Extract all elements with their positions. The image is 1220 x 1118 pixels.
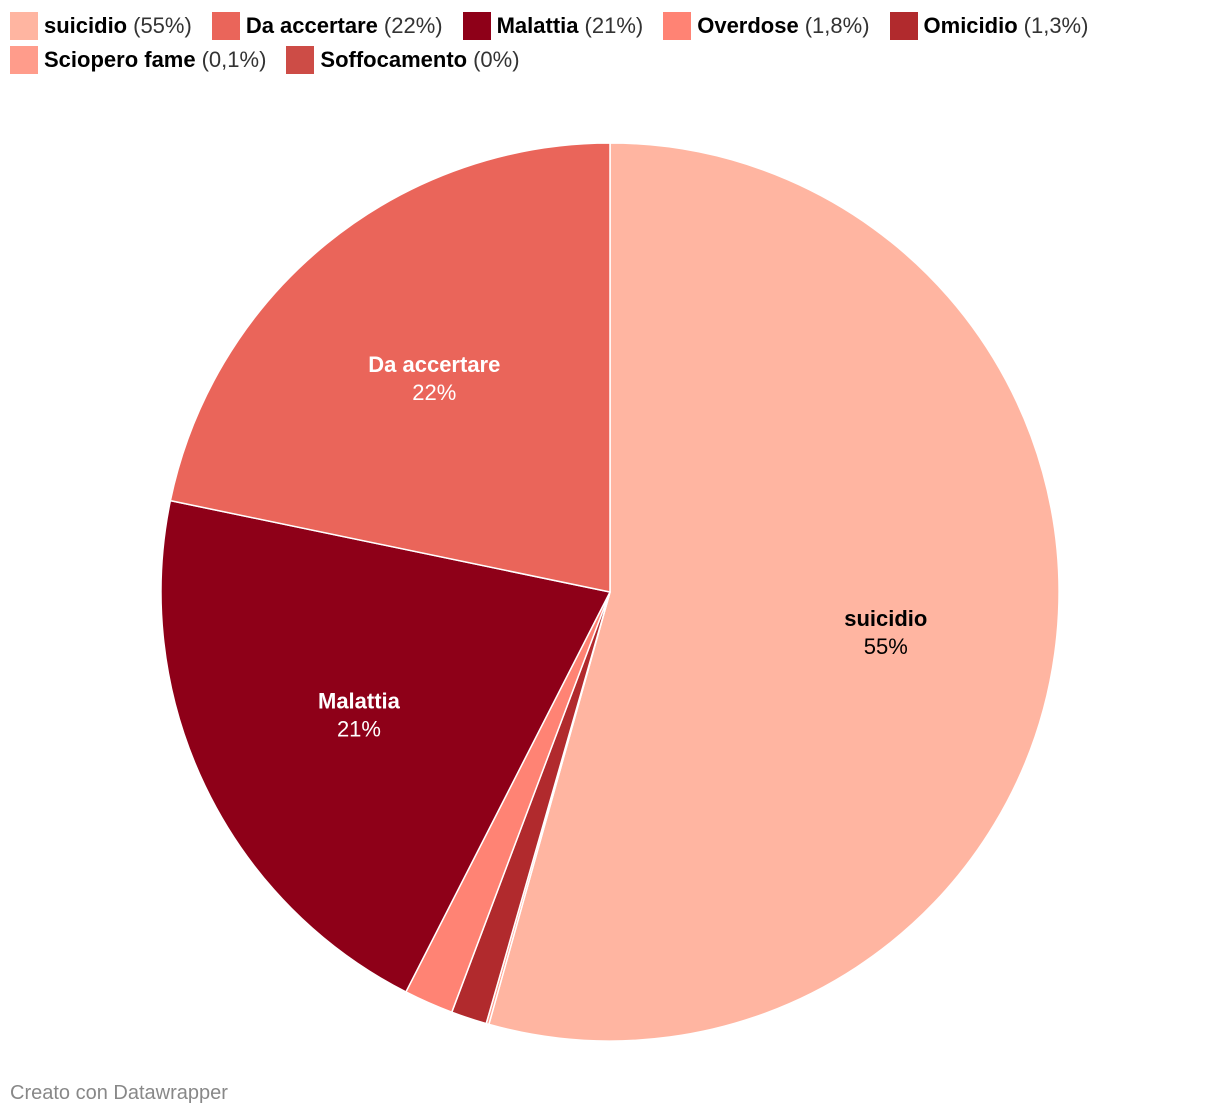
legend-percentage: (21%) [584,13,644,38]
legend-label: Omicidio [923,13,1018,38]
legend-percentage: (0%) [473,47,520,72]
legend-item-overdose: Overdose (1,8%) [663,12,870,40]
legend-item-suicidio: suicidio (55%) [10,12,192,40]
legend-percentage: (22%) [383,13,443,38]
legend-label: Soffocamento [320,47,468,72]
legend-item-omicidio: Omicidio (1,3%) [889,12,1089,40]
slice-value-malattia: 21% [337,716,381,741]
legend-item-malattia: Malattia (21%) [462,12,644,40]
legend-swatch [10,46,38,74]
pie-chart: suicidio 55% Malattia 21% Da accertare 22% [160,142,1060,1042]
legend-item-soffocamento: Soffocamento (0%) [286,46,520,74]
legend-percentage: (0,1%) [201,47,267,72]
legend-percentage: (1,3%) [1023,13,1089,38]
slice-label-da-accertare: Da accertare [368,352,500,377]
slice-label-suicidio: suicidio [844,606,927,631]
legend-swatch [663,12,692,40]
legend-label: Sciopero fame [44,47,196,72]
legend-label: Da accertare [245,13,378,38]
credit-text: Creato con Datawrapper [10,1082,228,1104]
slice-value-da-accertare: 22% [412,380,456,405]
legend-label: suicidio [44,13,128,38]
legend-swatch [462,12,491,40]
legend-swatch [286,46,315,74]
legend-percentage: (55%) [133,13,192,38]
slice-value-suicidio: 55% [864,634,908,659]
pie-slice-da-accertare [169,142,611,593]
legend-swatch [211,12,240,40]
legend-item-da-accertare: Da accertare (22%) [211,12,443,40]
pie-slice-malattia [160,499,611,993]
slice-label-malattia: Malattia [318,688,401,713]
legend-label: Overdose [697,13,799,38]
pie-slice-suicidio [488,142,1060,1042]
legend-label: Malattia [496,13,579,38]
chart-legend: suicidio (55%) Da accertare (22%) Malattia (2… [10,12,1200,74]
legend-item-sciopero-fame: Sciopero fame (0,1%) [10,46,266,74]
legend-swatch [10,12,38,40]
legend-swatch [889,12,918,40]
legend-percentage: (1,8%) [804,13,870,38]
